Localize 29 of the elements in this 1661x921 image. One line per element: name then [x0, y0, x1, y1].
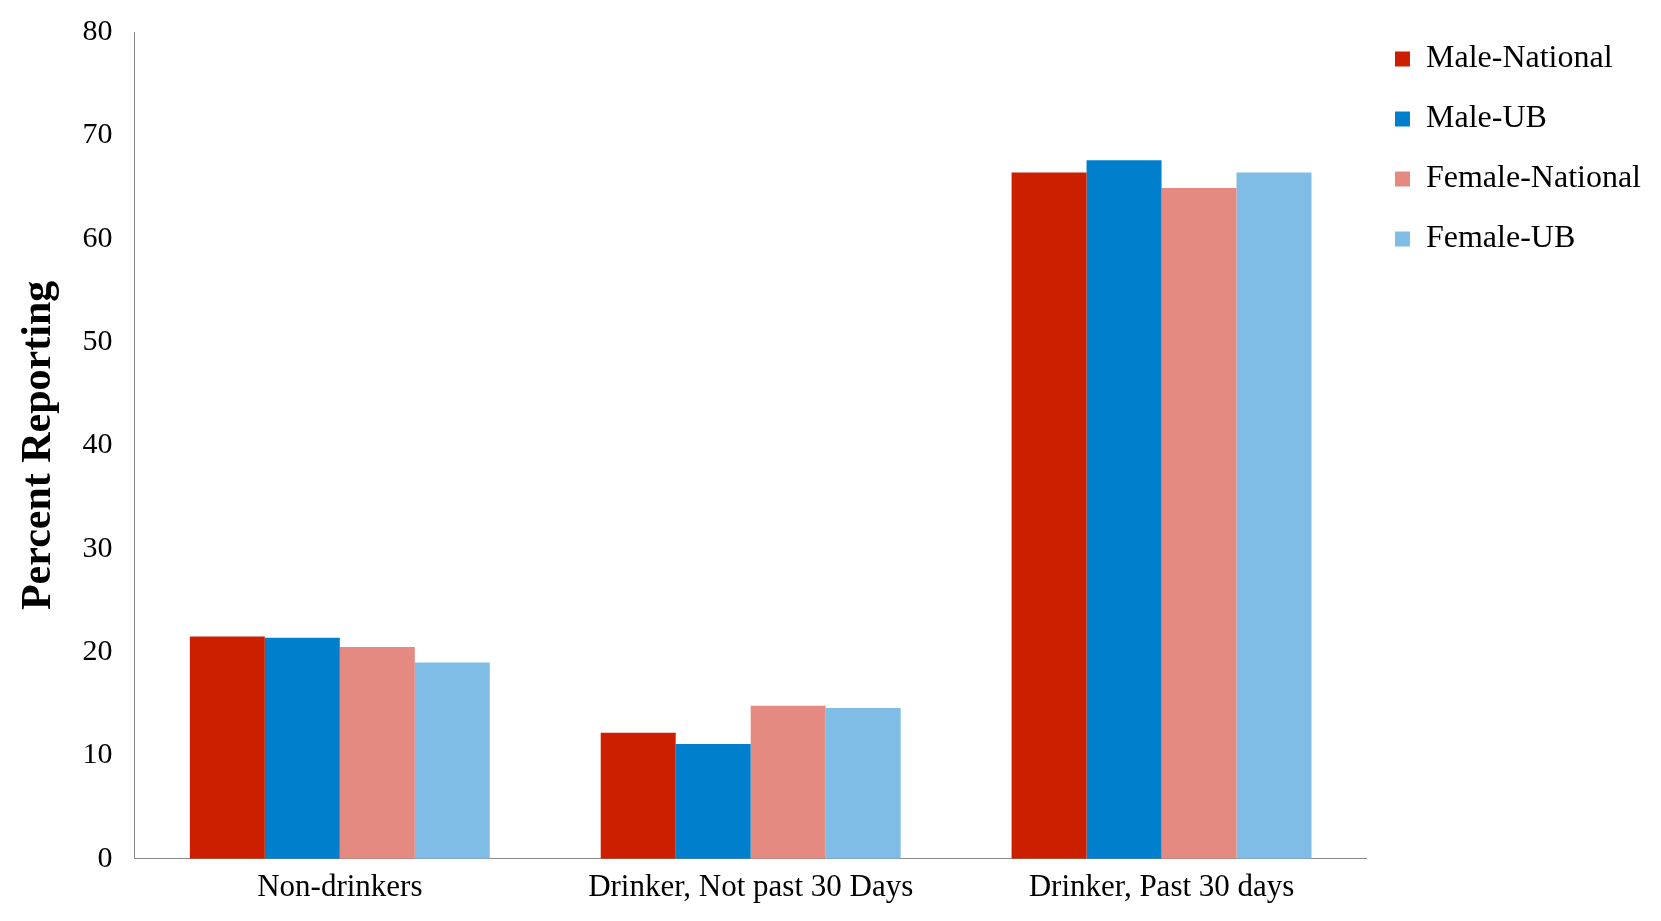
bar [264, 637, 340, 859]
x-tick-label: Non-drinkers [257, 867, 423, 903]
bar [675, 744, 751, 859]
bar [1236, 172, 1312, 859]
bar [1011, 172, 1087, 859]
legend-label: Male-National [1425, 38, 1613, 75]
y-tick-label: 40 [82, 426, 113, 460]
y-axis-title: Percent Reporting [13, 280, 60, 611]
y-tick-label: 80 [82, 12, 113, 46]
y-tick-label: 20 [82, 632, 113, 666]
y-tick-label: 10 [82, 736, 113, 770]
x-tick-label: Drinker, Not past 30 Days [588, 867, 914, 903]
y-tick-label: 0 [97, 839, 113, 873]
bar [1161, 188, 1237, 859]
y-tick-label: 70 [82, 116, 113, 150]
y-tick-label: 60 [82, 219, 113, 253]
bar [600, 732, 676, 859]
legend-label: Female-UB [1425, 218, 1576, 255]
legend-label: Male-UB [1425, 98, 1547, 135]
y-tick-label: 50 [82, 322, 113, 356]
bar [1086, 160, 1162, 859]
bar [189, 636, 265, 859]
bar [750, 705, 826, 859]
x-tick-label: Drinker, Past 30 days [1028, 867, 1295, 903]
bar [339, 646, 415, 859]
y-tick-label: 30 [82, 529, 113, 563]
bar [414, 662, 490, 859]
legend-label: Female-National [1425, 158, 1642, 195]
bar [825, 707, 901, 859]
